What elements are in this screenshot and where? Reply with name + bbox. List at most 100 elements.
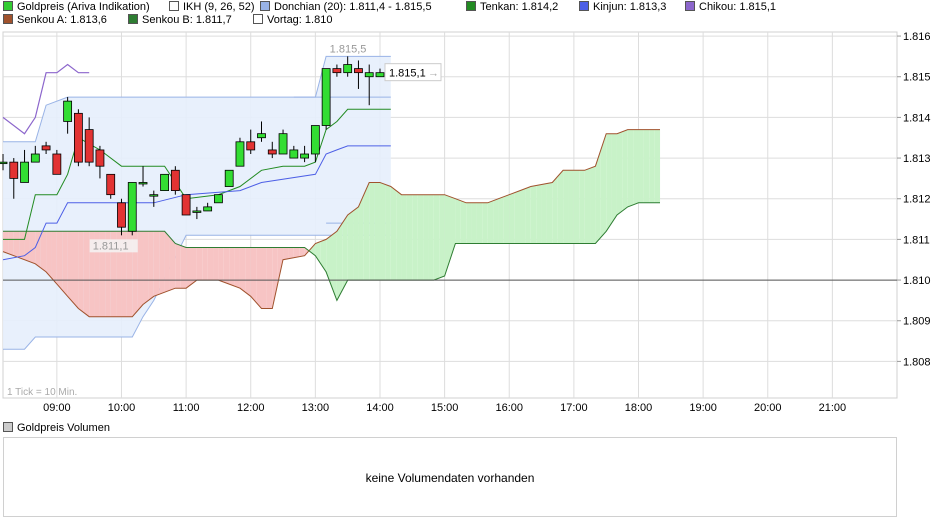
candle-up	[321, 68, 331, 126]
candle-down	[246, 141, 256, 151]
cloud-bullish-segment	[347, 210, 354, 281]
cloud-bullish-segment	[563, 170, 569, 244]
low-price-label-bg	[89, 239, 138, 253]
cloud-bearish-segment	[110, 231, 117, 317]
donchian-upper-line-late	[293, 55, 391, 98]
candle-up	[235, 141, 245, 167]
cloud-bearish-segment	[99, 231, 106, 317]
legend-item-vortag[interactable]: Vortag: 1.810	[253, 14, 332, 27]
candle-down	[106, 173, 116, 196]
legend-item-chikou[interactable]: Chikou: 1.815,1	[685, 1, 776, 14]
x-tick-label: 18:00	[625, 402, 653, 414]
cloud-bearish-segment	[67, 231, 74, 303]
ichimoku-cloud	[3, 129, 661, 317]
candle-up	[160, 173, 169, 191]
legend-label-goldpreis: Goldpreis (Ariva Indikation)	[17, 1, 150, 13]
cloud-bullish-segment	[353, 206, 359, 281]
cloud-bullish-segment	[406, 194, 413, 281]
legend-item-tenkan[interactable]: Tenkan: 1.814,2	[466, 1, 558, 14]
cloud-bullish-segment	[390, 186, 397, 281]
cloud-bullish-segment	[649, 129, 655, 203]
cloud-bullish-segment	[439, 194, 445, 279]
cloud-bearish-segment	[3, 231, 9, 254]
legend-item-ikh[interactable]: IKH (9, 26, 52)	[169, 1, 255, 14]
legend-label-donchian: Donchian (20): 1.811,4 - 1.815,5	[274, 1, 432, 13]
x-tick-label: 09:00	[43, 402, 71, 414]
candle-up	[20, 161, 29, 183]
candle-down	[84, 129, 94, 163]
cloud-bearish-segment	[51, 231, 57, 285]
cloud-bearish-segment	[116, 231, 122, 317]
legend-swatch-vortag	[253, 14, 263, 24]
cloud-bearish-segment	[126, 231, 133, 317]
candle-up	[257, 133, 266, 139]
cloud-bearish-segment	[213, 247, 219, 281]
chikou-line	[2, 63, 90, 135]
candle-up	[278, 133, 288, 155]
volume-legend: Goldpreis Volumen	[3, 422, 110, 435]
cloud-bearish-segment	[239, 247, 246, 293]
donchian-upper-line	[3, 96, 391, 143]
cloud-bearish-segment	[94, 231, 100, 317]
cloud-bullish-segment	[385, 184, 391, 281]
candle-up	[310, 125, 320, 155]
cloud-bearish-segment	[277, 247, 284, 285]
cloud-bullish-segment	[573, 170, 580, 244]
cloud-bullish-segment	[476, 202, 483, 244]
cloud-bullish-segment	[557, 170, 564, 244]
cloud-bullish-segment	[584, 168, 591, 244]
candle-up	[375, 72, 385, 78]
candle-down	[267, 149, 277, 155]
y-tick-label: 1.815	[903, 72, 931, 84]
cloud-bullish-segment	[374, 182, 380, 281]
cloud-bullish-segment	[315, 241, 321, 264]
cloud-bearish-segment	[229, 247, 235, 287]
cloud-bearish-segment	[73, 231, 79, 309]
cloud-bullish-segment	[342, 215, 348, 291]
legend-label-kinjun: Kinjun: 1.813,3	[593, 1, 667, 13]
legend-swatch-senkou-a	[3, 14, 13, 24]
cloud-bearish-segment	[62, 231, 68, 297]
cloud-bearish-segment	[288, 247, 294, 259]
cloud-bearish-segment	[256, 247, 262, 309]
legend-item-kinjun[interactable]: Kinjun: 1.813,3	[579, 1, 666, 14]
cloud-bullish-segment	[530, 185, 537, 244]
candle-up	[0, 161, 8, 165]
legend-label-vortag: Vortag: 1.810	[267, 14, 333, 26]
candle-up	[63, 100, 73, 122]
legend-item-goldpreis[interactable]: Goldpreis (Ariva Indikation)	[3, 1, 150, 14]
legend-item-donchian[interactable]: Donchian (20): 1.811,4 - 1.815,5	[260, 1, 432, 14]
last-price-label: 1.815,1	[389, 68, 426, 80]
legend-swatch-ikh	[169, 1, 179, 11]
legend-label-senkou-a: Senkou A: 1.813,6	[17, 14, 107, 26]
legend-item-senkou-b[interactable]: Senkou B: 1.811,7	[128, 14, 232, 27]
annotations: 1.815,5 1.811,1 1.815,1 → 1 Tick = 10 Mi…	[7, 43, 442, 398]
cloud-bearish-segment	[153, 231, 160, 297]
cloud-bullish-segment	[326, 235, 332, 287]
cloud-bearish-segment	[56, 231, 63, 291]
legend-item-senkou-a[interactable]: Senkou A: 1.813,6	[3, 14, 107, 27]
price-chart[interactable]: 09:00 10:00 11:00 12:00 13:00 14:00 15:00 16:00…	[0, 28, 940, 422]
cloud-bearish-segment	[207, 247, 214, 281]
cloud-bearish-segment	[35, 231, 41, 268]
cloud-bullish-segment	[600, 133, 607, 238]
x-tick-label: 15:00	[431, 402, 459, 414]
cloud-bullish-segment	[654, 129, 661, 203]
cloud-bullish-segment	[331, 231, 337, 301]
cloud-bullish-segment	[546, 182, 553, 244]
last-price-box	[384, 63, 442, 82]
axes: 09:00 10:00 11:00 12:00 13:00 14:00 15:00 16:00…	[43, 31, 930, 414]
cloud-bullish-segment	[487, 200, 494, 244]
x-tick-label: 11:00	[173, 402, 200, 414]
cloud-bullish-segment	[320, 239, 327, 272]
cloud-bearish-segment	[245, 247, 251, 297]
cloud-bearish-segment	[83, 231, 90, 317]
cloud-bearish-segment	[186, 247, 192, 289]
cloud-bullish-segment	[520, 188, 526, 244]
candle-up	[364, 72, 374, 78]
cloud-bearish-segment	[29, 231, 36, 264]
cloud-bullish-segment	[633, 129, 639, 205]
candle-up	[30, 153, 40, 163]
cloud-bearish-segment	[234, 247, 240, 289]
legend-swatch-goldpreis	[3, 1, 13, 11]
